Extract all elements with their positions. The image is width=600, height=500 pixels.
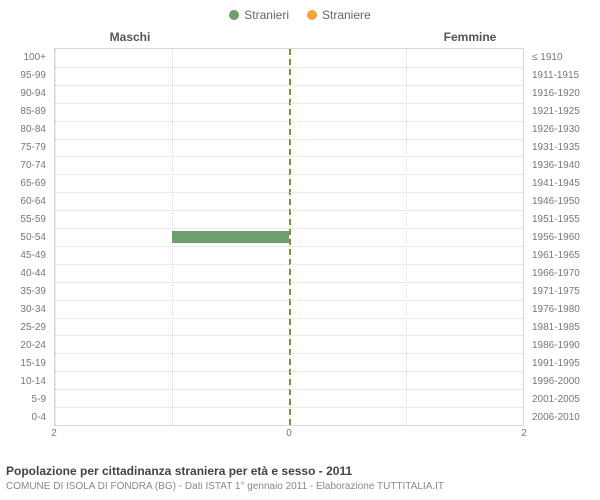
y-tick-age: 40-44: [0, 264, 46, 282]
y-tick-age: 90-94: [0, 84, 46, 102]
bar-male: [172, 231, 289, 244]
gridline-horizontal: [55, 407, 523, 408]
y-tick-birth: 1986-1990: [532, 336, 600, 354]
y-tick-birth: 1941-1945: [532, 174, 600, 192]
y-tick-birth: 1911-1915: [532, 66, 600, 84]
legend-dot-icon: [307, 10, 317, 20]
y-axis-labels-birth: ≤ 19101911-19151916-19201921-19251926-19…: [528, 48, 600, 426]
y-tick-birth: 1966-1970: [532, 264, 600, 282]
y-tick-age: 55-59: [0, 210, 46, 228]
y-tick-age: 10-14: [0, 372, 46, 390]
legend-item: Stranieri: [229, 8, 289, 22]
center-divider: [289, 49, 291, 425]
x-tick: 2: [521, 428, 527, 439]
y-tick-age: 0-4: [0, 408, 46, 426]
gridline-horizontal: [55, 85, 523, 86]
column-title-male: Maschi: [0, 30, 300, 44]
y-tick-age: 65-69: [0, 174, 46, 192]
gridline-horizontal: [55, 282, 523, 283]
chart-footer: Popolazione per cittadinanza straniera p…: [6, 463, 594, 494]
gridline-horizontal: [55, 228, 523, 229]
gridline-horizontal: [55, 103, 523, 104]
x-tick: 2: [51, 428, 57, 439]
y-axis-labels-age: 100+95-9990-9485-8980-8475-7970-7465-696…: [0, 48, 50, 426]
y-tick-birth: 1976-1980: [532, 300, 600, 318]
legend: Stranieri Straniere: [0, 0, 600, 24]
y-tick-birth: 1971-1975: [532, 282, 600, 300]
y-tick-age: 70-74: [0, 156, 46, 174]
y-tick-age: 45-49: [0, 246, 46, 264]
legend-item: Straniere: [307, 8, 371, 22]
y-tick-birth: 1936-1940: [532, 156, 600, 174]
column-title-female: Femmine: [300, 30, 600, 44]
chart-subtitle: COMUNE DI ISOLA DI FONDRA (BG) - Dati IS…: [6, 480, 594, 494]
y-tick-age: 95-99: [0, 66, 46, 84]
gridline-horizontal: [55, 246, 523, 247]
y-tick-birth: 1931-1935: [532, 138, 600, 156]
legend-label: Straniere: [322, 8, 371, 22]
y-tick-age: 60-64: [0, 192, 46, 210]
y-tick-birth: 1946-1950: [532, 192, 600, 210]
y-tick-birth: 1961-1965: [532, 246, 600, 264]
legend-dot-icon: [229, 10, 239, 20]
y-tick-birth: 1926-1930: [532, 120, 600, 138]
x-axis-labels: 2 0 2: [54, 428, 524, 444]
y-tick-birth: 1916-1920: [532, 84, 600, 102]
chart-area: Maschi Femmine Fasce di età Anni di nasc…: [0, 30, 600, 448]
plot-area: [54, 48, 524, 426]
gridline-horizontal: [55, 139, 523, 140]
gridline-horizontal: [55, 335, 523, 336]
gridline-horizontal: [55, 67, 523, 68]
y-tick-age: 75-79: [0, 138, 46, 156]
y-tick-age: 80-84: [0, 120, 46, 138]
y-tick-age: 35-39: [0, 282, 46, 300]
gridline-horizontal: [55, 264, 523, 265]
y-tick-birth: 1981-1985: [532, 318, 600, 336]
legend-label: Stranieri: [244, 8, 289, 22]
gridline-horizontal: [55, 174, 523, 175]
y-tick-age: 25-29: [0, 318, 46, 336]
gridline-horizontal: [55, 121, 523, 122]
y-tick-age: 100+: [0, 48, 46, 66]
y-tick-birth: 2001-2005: [532, 390, 600, 408]
y-tick-birth: 1951-1955: [532, 210, 600, 228]
y-tick-birth: 1991-1995: [532, 354, 600, 372]
gridline-horizontal: [55, 353, 523, 354]
y-tick-age: 5-9: [0, 390, 46, 408]
gridline-horizontal: [55, 210, 523, 211]
y-tick-age: 50-54: [0, 228, 46, 246]
y-tick-age: 85-89: [0, 102, 46, 120]
gridline-horizontal: [55, 371, 523, 372]
y-tick-birth: 1921-1925: [532, 102, 600, 120]
y-tick-birth: ≤ 1910: [532, 48, 600, 66]
y-tick-birth: 2006-2010: [532, 408, 600, 426]
gridline-horizontal: [55, 389, 523, 390]
y-tick-age: 30-34: [0, 300, 46, 318]
chart-title: Popolazione per cittadinanza straniera p…: [6, 463, 594, 480]
y-tick-birth: 1956-1960: [532, 228, 600, 246]
gridline-horizontal: [55, 156, 523, 157]
gridline-vertical: [523, 49, 524, 425]
y-tick-birth: 1996-2000: [532, 372, 600, 390]
x-tick: 0: [286, 428, 292, 439]
gridline-horizontal: [55, 300, 523, 301]
y-tick-age: 15-19: [0, 354, 46, 372]
gridline-horizontal: [55, 192, 523, 193]
y-tick-age: 20-24: [0, 336, 46, 354]
gridline-horizontal: [55, 318, 523, 319]
